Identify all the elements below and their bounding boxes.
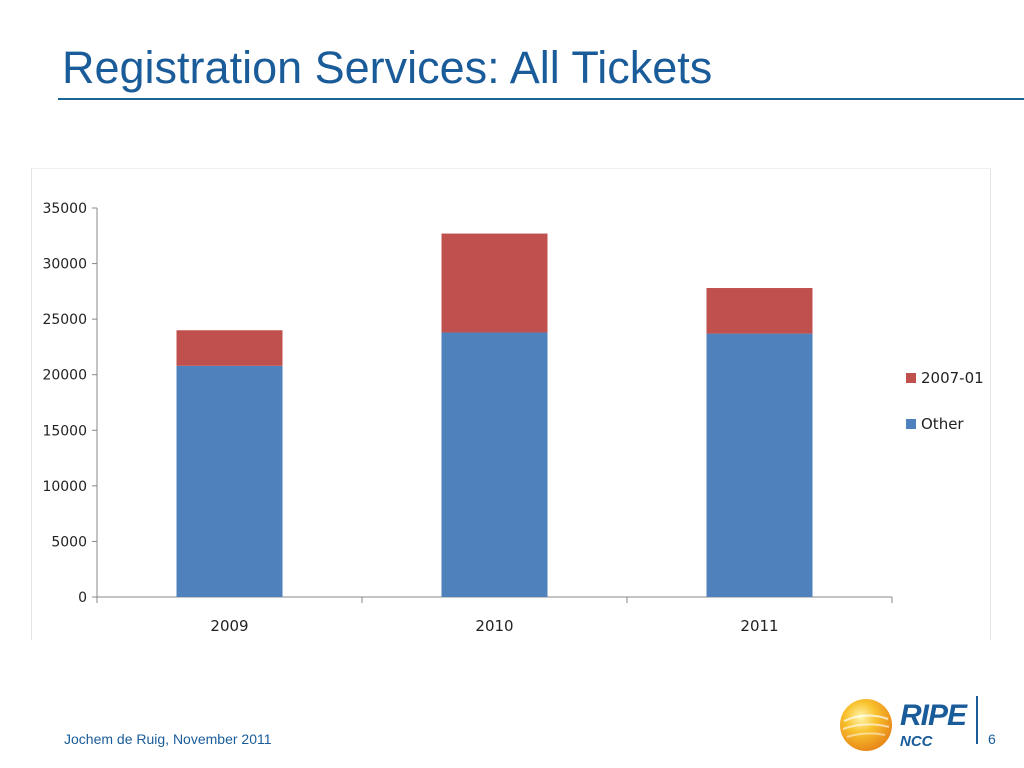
chart-container: 0 5000 10000 15000 20000 25000 30000 35000 2009… — [31, 168, 991, 640]
slide-title: Registration Services: All Tickets — [62, 42, 713, 93]
logo-wordmark: RIPE — [900, 699, 967, 732]
y-tick-label: 0 — [78, 590, 87, 606]
chart-bars — [176, 233, 813, 597]
chart-legend: 2007-01 Other — [906, 369, 984, 433]
y-tick-label: 10000 — [42, 479, 87, 495]
footer-author-date: Jochem de Ruig, November 2011 — [64, 731, 272, 747]
bar-2007-01-2011 — [706, 288, 813, 334]
bar-other-2011 — [706, 333, 813, 597]
legend-label: 2007-01 — [921, 369, 984, 387]
x-axis-ticks: 2009 2010 2011 — [96, 597, 893, 635]
bar-2007-01-2010 — [441, 233, 548, 333]
x-tick-label: 2011 — [740, 617, 778, 635]
bar-2007-01-2009 — [176, 330, 283, 366]
stacked-bar-chart: 0 5000 10000 15000 20000 25000 30000 35000 2009… — [42, 201, 984, 635]
y-axis-ticks: 0 5000 10000 15000 20000 25000 30000 35000 — [42, 201, 97, 606]
title-underline — [58, 98, 1024, 100]
ripe-ncc-logo: RIPE NCC — [838, 695, 978, 755]
y-tick-label: 30000 — [42, 257, 87, 273]
legend-label: Other — [921, 415, 964, 433]
y-tick-label: 20000 — [42, 368, 87, 384]
bar-other-2009 — [176, 365, 283, 597]
legend-swatch — [906, 419, 916, 429]
page-number: 6 — [988, 731, 996, 747]
logo-subtitle: NCC — [900, 733, 933, 750]
x-tick-label: 2010 — [475, 617, 513, 635]
legend-swatch — [906, 373, 916, 383]
x-tick-label: 2009 — [210, 617, 248, 635]
y-tick-label: 35000 — [42, 201, 87, 217]
sun-globe-icon — [840, 699, 892, 751]
footer-divider — [976, 696, 978, 744]
bar-other-2010 — [441, 332, 548, 597]
y-tick-label: 15000 — [42, 423, 87, 439]
y-tick-label: 5000 — [51, 534, 87, 550]
y-tick-label: 25000 — [42, 312, 87, 328]
